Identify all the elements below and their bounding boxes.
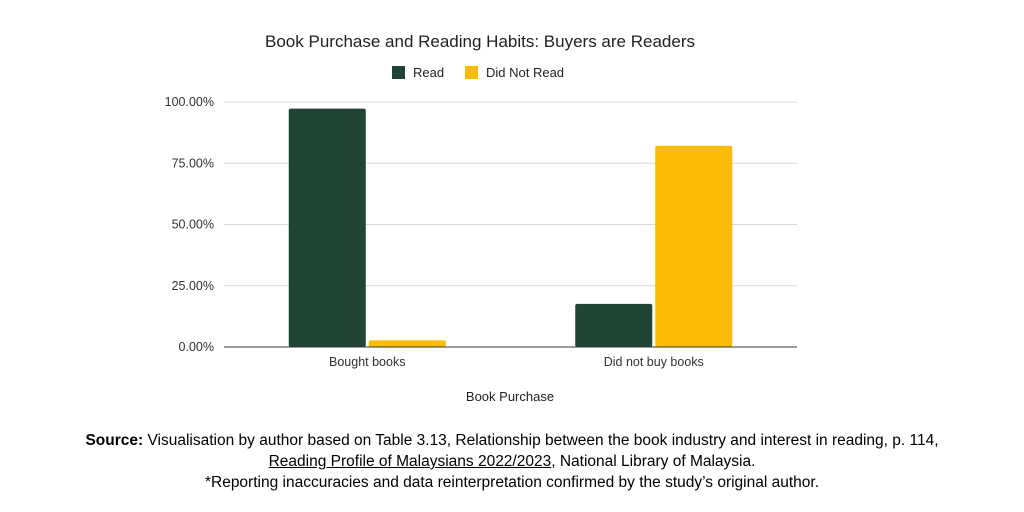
y-tick-label: 25.00% bbox=[172, 279, 214, 293]
source-publication-link[interactable]: Reading Profile of Malaysians 2022/2023 bbox=[268, 453, 552, 470]
legend-swatch-did-not-read bbox=[465, 66, 478, 79]
y-tick-label: 0.00% bbox=[179, 340, 214, 354]
bar-read bbox=[575, 303, 653, 347]
bar-did-not-read bbox=[368, 340, 446, 347]
source-line-1: Source: Visualisation by author based on… bbox=[0, 430, 1024, 451]
y-tick-label: 50.00% bbox=[172, 218, 214, 232]
y-axis-tick-labels: 0.00% 25.00% 50.00% 75.00% 100.00% bbox=[165, 95, 214, 354]
source-label: Source: bbox=[85, 432, 144, 449]
x-tick-label: Did not buy books bbox=[604, 355, 704, 369]
source-description: Visualisation by author based on Table 3… bbox=[143, 432, 939, 449]
y-tick-label: 75.00% bbox=[172, 156, 214, 170]
y-tick-label: 100.00% bbox=[165, 95, 214, 109]
legend-label-did-not-read: Did Not Read bbox=[486, 65, 564, 80]
source-line-2: Reading Profile of Malaysians 2022/2023,… bbox=[0, 451, 1024, 472]
bar-did-not-read bbox=[655, 145, 733, 347]
x-axis-tick-labels: Bought books Did not buy books bbox=[329, 355, 704, 369]
source-publisher: , National Library of Malaysia. bbox=[551, 453, 756, 470]
bars bbox=[288, 108, 733, 348]
bar-read bbox=[288, 108, 366, 348]
x-tick-label: Bought books bbox=[329, 355, 405, 369]
legend-label-read: Read bbox=[413, 65, 444, 80]
legend: Read Did Not Read bbox=[392, 65, 564, 80]
source-caption: Source: Visualisation by author based on… bbox=[0, 430, 1024, 493]
chart-title: Book Purchase and Reading Habits: Buyers… bbox=[265, 32, 695, 51]
x-axis-title: Book Purchase bbox=[466, 389, 554, 404]
legend-swatch-read bbox=[392, 66, 405, 79]
source-note: *Reporting inaccuracies and data reinter… bbox=[204, 474, 820, 491]
bar-chart: Book Purchase and Reading Habits: Buyers… bbox=[165, 32, 797, 404]
